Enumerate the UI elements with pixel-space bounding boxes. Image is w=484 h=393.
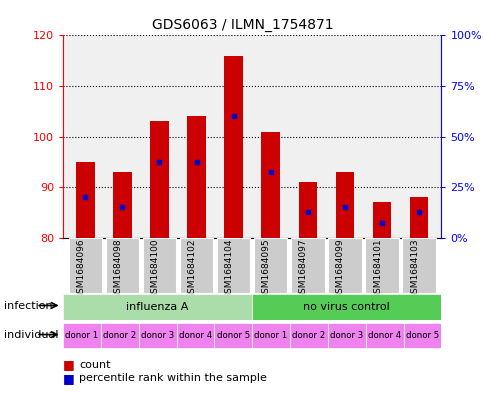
Text: ■: ■ — [63, 358, 75, 371]
Text: GSM1684095: GSM1684095 — [261, 239, 270, 299]
FancyBboxPatch shape — [214, 323, 252, 349]
Text: donor 5: donor 5 — [216, 331, 249, 340]
FancyBboxPatch shape — [138, 323, 176, 349]
FancyBboxPatch shape — [216, 238, 250, 293]
Text: no virus control: no virus control — [303, 302, 389, 312]
Text: donor 1: donor 1 — [254, 331, 287, 340]
Text: percentile rank within the sample: percentile rank within the sample — [79, 373, 266, 383]
FancyBboxPatch shape — [403, 323, 440, 349]
Bar — [150, 121, 168, 238]
Bar — [76, 162, 94, 238]
FancyBboxPatch shape — [63, 294, 252, 320]
Text: GSM1684101: GSM1684101 — [372, 239, 381, 299]
Text: ■: ■ — [63, 371, 75, 385]
Text: individual: individual — [4, 330, 58, 340]
FancyBboxPatch shape — [101, 323, 138, 349]
Bar — [187, 116, 205, 238]
FancyBboxPatch shape — [68, 238, 102, 293]
FancyBboxPatch shape — [176, 323, 214, 349]
Text: donor 3: donor 3 — [141, 331, 174, 340]
Text: GSM1684096: GSM1684096 — [76, 239, 85, 299]
FancyBboxPatch shape — [106, 238, 139, 293]
FancyBboxPatch shape — [254, 238, 287, 293]
Text: GSM1684098: GSM1684098 — [113, 239, 122, 299]
FancyBboxPatch shape — [290, 238, 324, 293]
Text: donor 2: donor 2 — [103, 331, 136, 340]
Bar — [261, 132, 279, 238]
Text: donor 1: donor 1 — [65, 331, 98, 340]
Text: donor 3: donor 3 — [330, 331, 363, 340]
FancyBboxPatch shape — [252, 323, 289, 349]
Bar — [409, 197, 427, 238]
FancyBboxPatch shape — [180, 238, 213, 293]
Text: GSM1684103: GSM1684103 — [409, 239, 418, 299]
Text: GDS6063 / ILMN_1754871: GDS6063 / ILMN_1754871 — [151, 18, 333, 32]
Text: donor 4: donor 4 — [367, 331, 400, 340]
Text: donor 5: donor 5 — [405, 331, 438, 340]
Bar — [224, 55, 242, 238]
Text: count: count — [79, 360, 110, 370]
FancyBboxPatch shape — [364, 238, 398, 293]
Bar — [335, 172, 353, 238]
Text: GSM1684102: GSM1684102 — [187, 239, 196, 299]
Text: donor 2: donor 2 — [292, 331, 325, 340]
Text: GSM1684104: GSM1684104 — [224, 239, 233, 299]
Text: GSM1684097: GSM1684097 — [298, 239, 307, 299]
FancyBboxPatch shape — [289, 323, 327, 349]
Bar — [113, 172, 131, 238]
Text: GSM1684100: GSM1684100 — [150, 239, 159, 299]
FancyBboxPatch shape — [402, 238, 435, 293]
FancyBboxPatch shape — [63, 323, 101, 349]
FancyBboxPatch shape — [327, 323, 365, 349]
Text: donor 4: donor 4 — [179, 331, 212, 340]
Text: infection: infection — [4, 301, 52, 311]
Text: influenza A: influenza A — [126, 302, 188, 312]
Bar — [372, 202, 391, 238]
Bar — [298, 182, 317, 238]
FancyBboxPatch shape — [328, 238, 361, 293]
FancyBboxPatch shape — [365, 323, 403, 349]
FancyBboxPatch shape — [252, 294, 440, 320]
FancyBboxPatch shape — [142, 238, 176, 293]
Text: GSM1684099: GSM1684099 — [335, 239, 344, 299]
